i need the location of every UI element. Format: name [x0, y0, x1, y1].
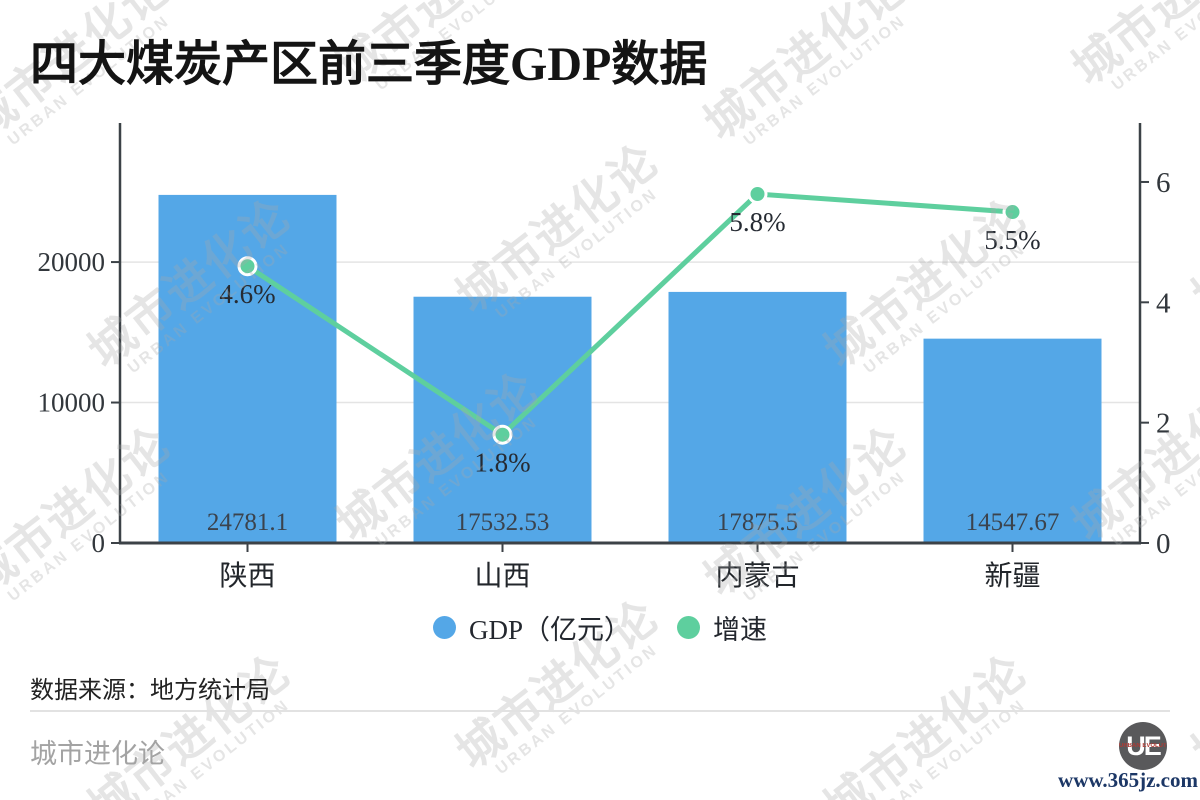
left-tick-label: 0 [92, 528, 106, 558]
data-source-note: 数据来源：地方统计局 [30, 678, 270, 704]
line-marker [237, 256, 258, 277]
line-marker [747, 184, 768, 205]
right-tick-label: 6 [1156, 167, 1171, 199]
legend-dot-gdp-icon [432, 616, 456, 639]
left-tick-label: 10000 [38, 388, 106, 418]
site-url: www.365jz.com [1058, 768, 1198, 792]
footer-divider [30, 710, 1170, 712]
growth-value-label: 5.5% [984, 225, 1040, 255]
logo-letters: UE [1126, 730, 1161, 761]
legend-dot-growth-icon [677, 616, 700, 639]
bar-陕西 [158, 194, 337, 543]
legend-label-growth: 增速 [713, 615, 767, 645]
footer-brand: 城市进化论 [30, 739, 165, 769]
legend-item-gdp: GDP（亿元） [432, 608, 631, 647]
growth-value-label: 1.8% [474, 448, 530, 478]
logo-subtext: URBAN EVOLUTION [1119, 743, 1167, 749]
right-tick-label: 2 [1156, 408, 1171, 440]
x-category-label: 新疆 [984, 560, 1040, 592]
x-category-label: 内蒙古 [715, 560, 799, 592]
page-title: 四大煤炭产区前三季度GDP数据 [30, 38, 708, 91]
bar-value-label: 24781.1 [207, 509, 288, 536]
line-marker [1002, 202, 1023, 223]
right-tick-label: 4 [1156, 287, 1171, 319]
growth-line [245, 191, 1015, 438]
bar-新疆 [923, 338, 1102, 543]
chart-legend: GDP（亿元） 增速 [0, 608, 1200, 647]
x-category-label: 陕西 [219, 560, 275, 592]
bar-山西 [413, 296, 592, 543]
growth-value-label: 5.8% [729, 207, 785, 237]
line-marker [492, 424, 513, 445]
legend-label-gdp: GDP（亿元） [468, 615, 631, 645]
right-tick-label: 0 [1156, 528, 1171, 560]
left-tick-label: 20000 [38, 247, 106, 277]
bar-内蒙古 [668, 291, 847, 543]
urban-evolution-logo-icon: UE URBAN EVOLUTION [1119, 722, 1167, 770]
bar-value-label: 17532.53 [456, 509, 550, 536]
bar-value-label: 14547.67 [966, 509, 1060, 536]
legend-item-growth: 增速 [677, 608, 767, 647]
x-category-label: 山西 [474, 560, 530, 592]
growth-value-label: 4.6% [219, 279, 275, 309]
bar-value-label: 17875.5 [717, 509, 798, 536]
